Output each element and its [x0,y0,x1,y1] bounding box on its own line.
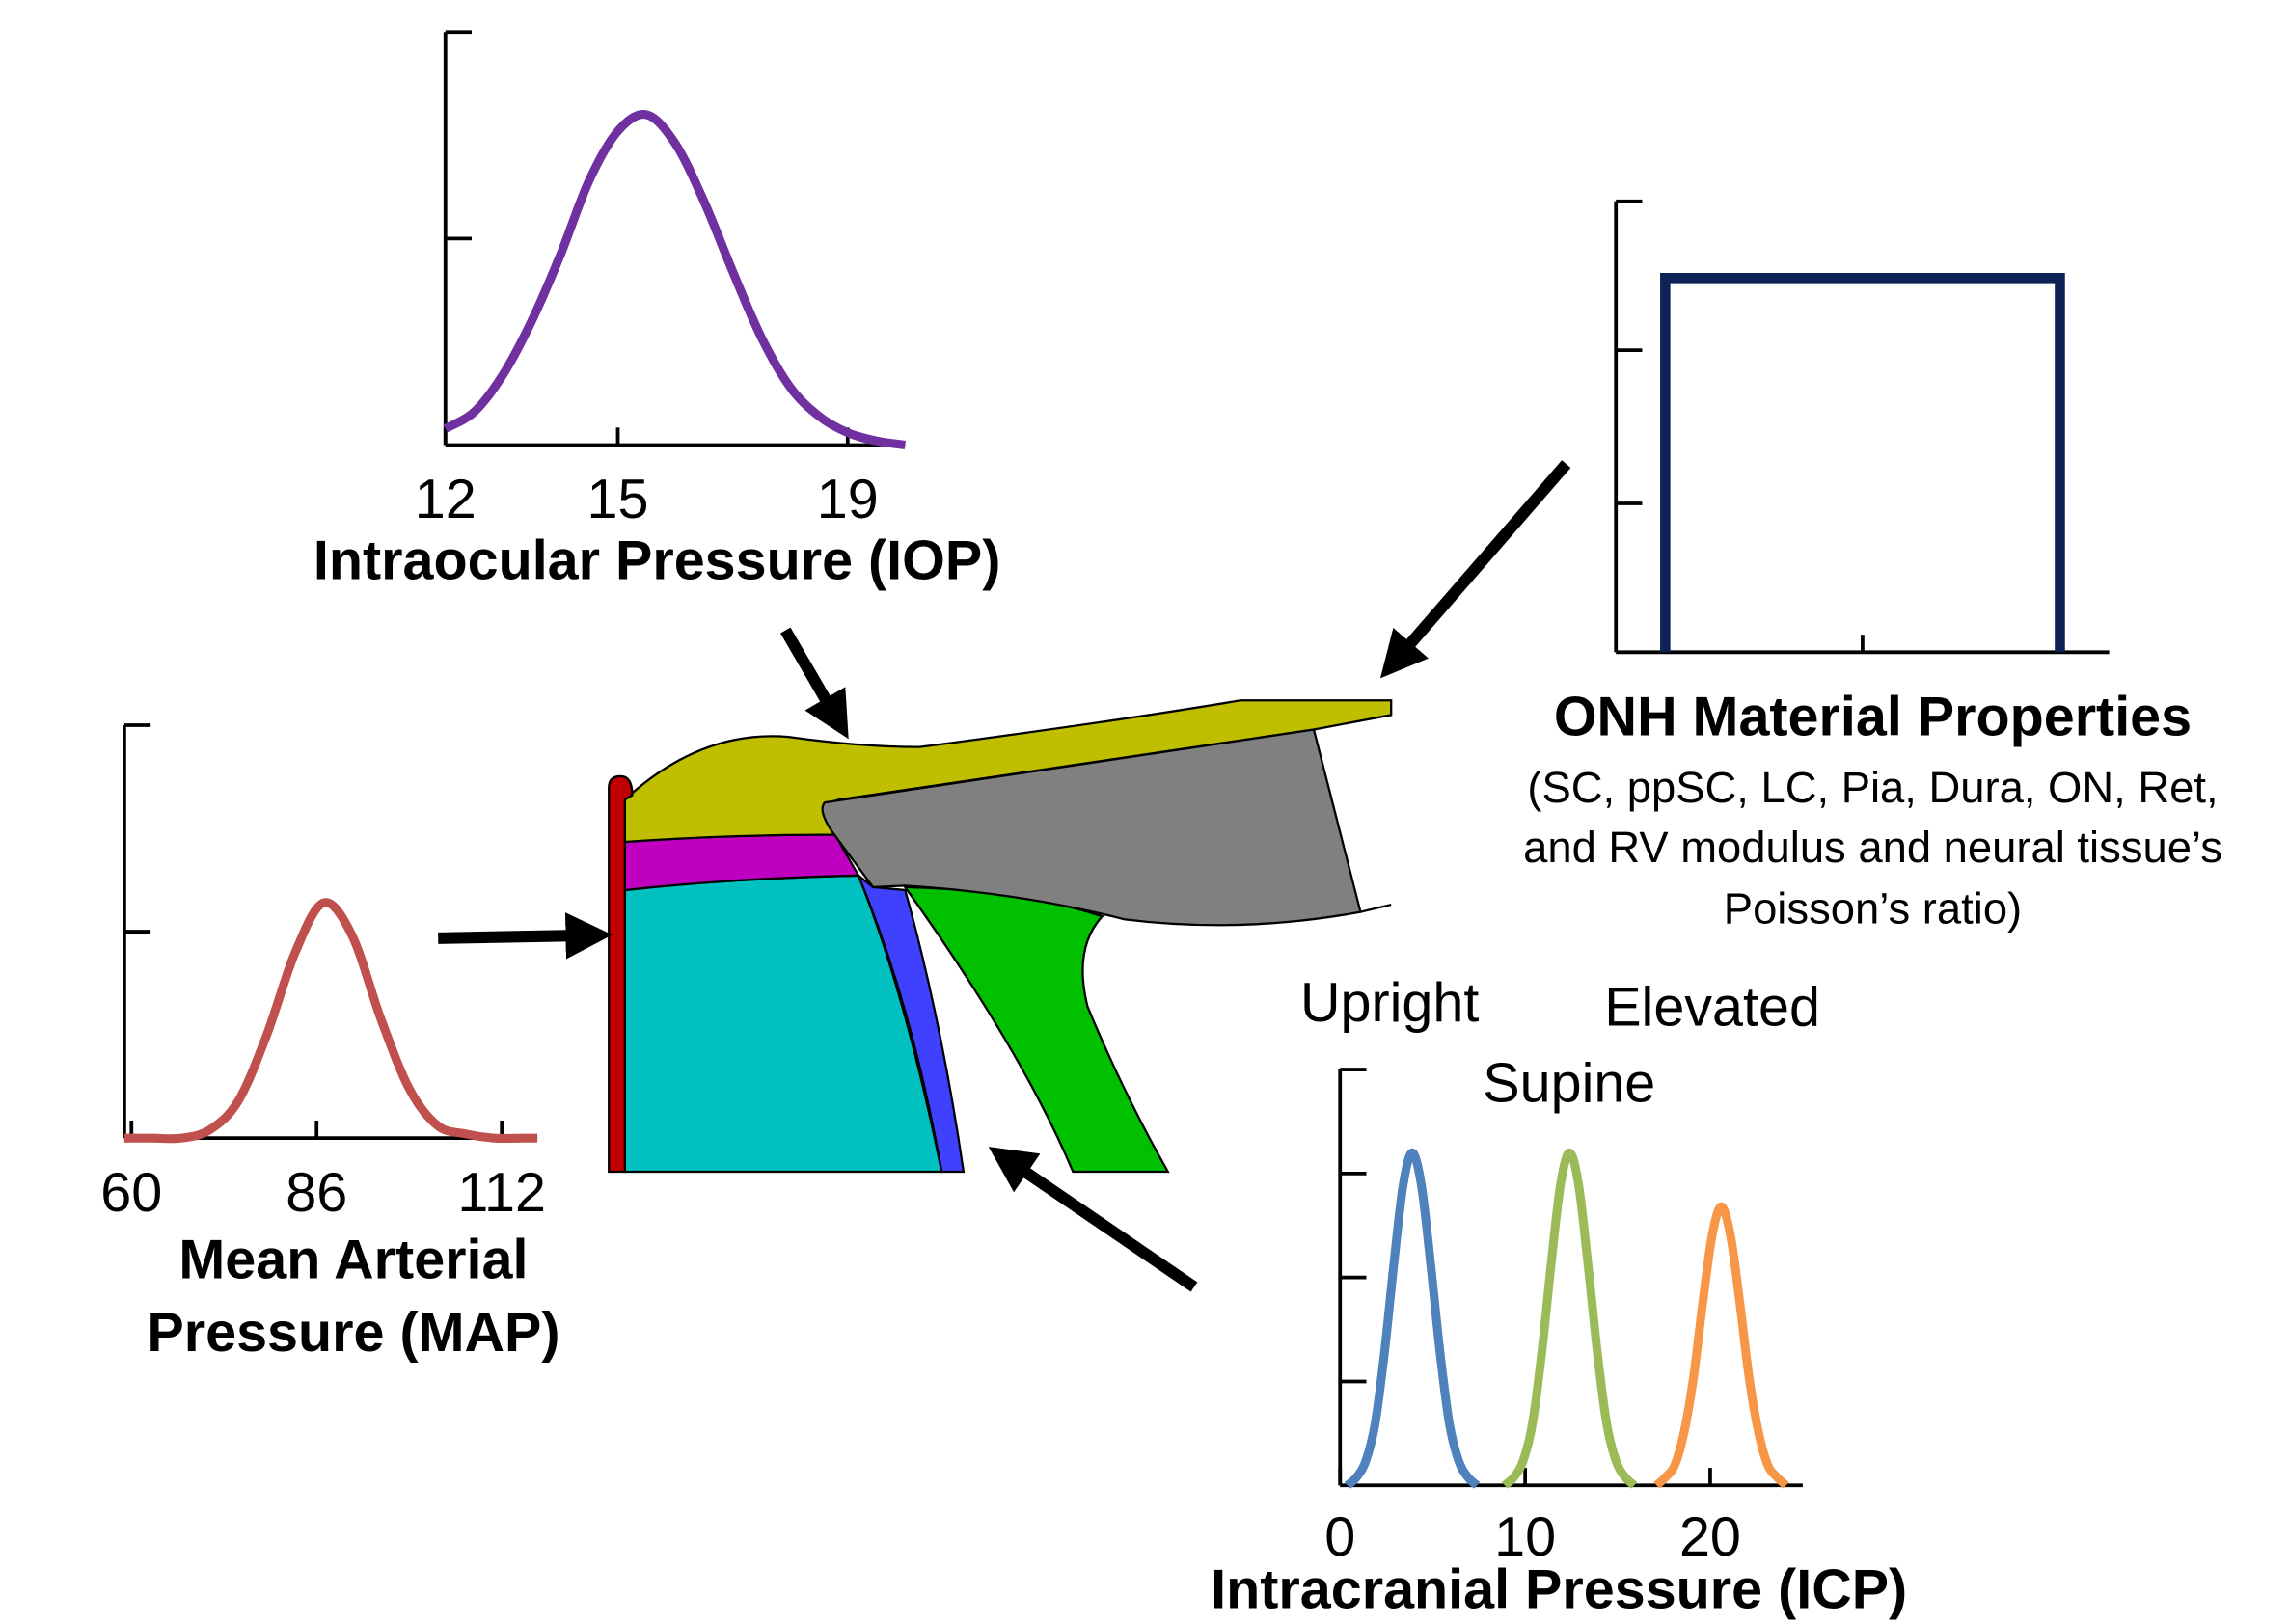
distribution-curve [1660,272,2065,653]
x-tick-label: 86 [286,1162,347,1224]
retina-region [623,699,1393,844]
distribution-curve [123,898,538,1144]
x-tick-label: 19 [817,469,879,530]
axis-title: Pressure (MAP) [147,1302,559,1364]
x-tick-label: 0 [1324,1506,1355,1568]
series-name: Elevated [1604,977,1820,1039]
vitreous-region [821,728,1362,927]
arrow-icp [988,1147,1198,1292]
sclera-edge [1360,903,1392,913]
x-tick-label: 60 [100,1162,162,1224]
axis-title: ONH Material Properties [1554,687,2192,748]
distribution-curve [1653,1202,1789,1489]
x-tick-label: 112 [457,1162,546,1224]
axis-title: Intraocular Pressure (IOP) [313,530,1000,592]
central-vessel [608,774,634,1174]
series-name: Upright [1300,972,1479,1034]
axis-title: Intracranial Pressure (ICP) [1211,1558,1907,1620]
note-line: (SC, ppSC, LC, Pia, Dura, ON, Ret, [1527,763,2218,812]
x-tick-label: 15 [587,469,649,530]
distribution-curve [443,110,907,449]
arrows [438,460,1571,1292]
note-line: and RV modulus and neural tissue’s [1523,823,2222,872]
arrow-onh [1379,460,1571,679]
x-tick-label: 12 [415,469,477,530]
distribution-curve [1344,1148,1481,1489]
arrow-map [438,912,613,960]
x-tick-label: 20 [1679,1506,1741,1568]
onh-cross-section [608,699,1393,1174]
pia-layer [856,872,966,1174]
series-name: Supine [1483,1052,1655,1114]
arrow-iop [780,627,849,740]
x-tick-label: 10 [1494,1506,1556,1568]
note-line: Poisson’s ratio) [1724,884,2022,934]
axis-title: Mean Arterial [178,1229,528,1290]
distribution-curve [1501,1148,1638,1489]
